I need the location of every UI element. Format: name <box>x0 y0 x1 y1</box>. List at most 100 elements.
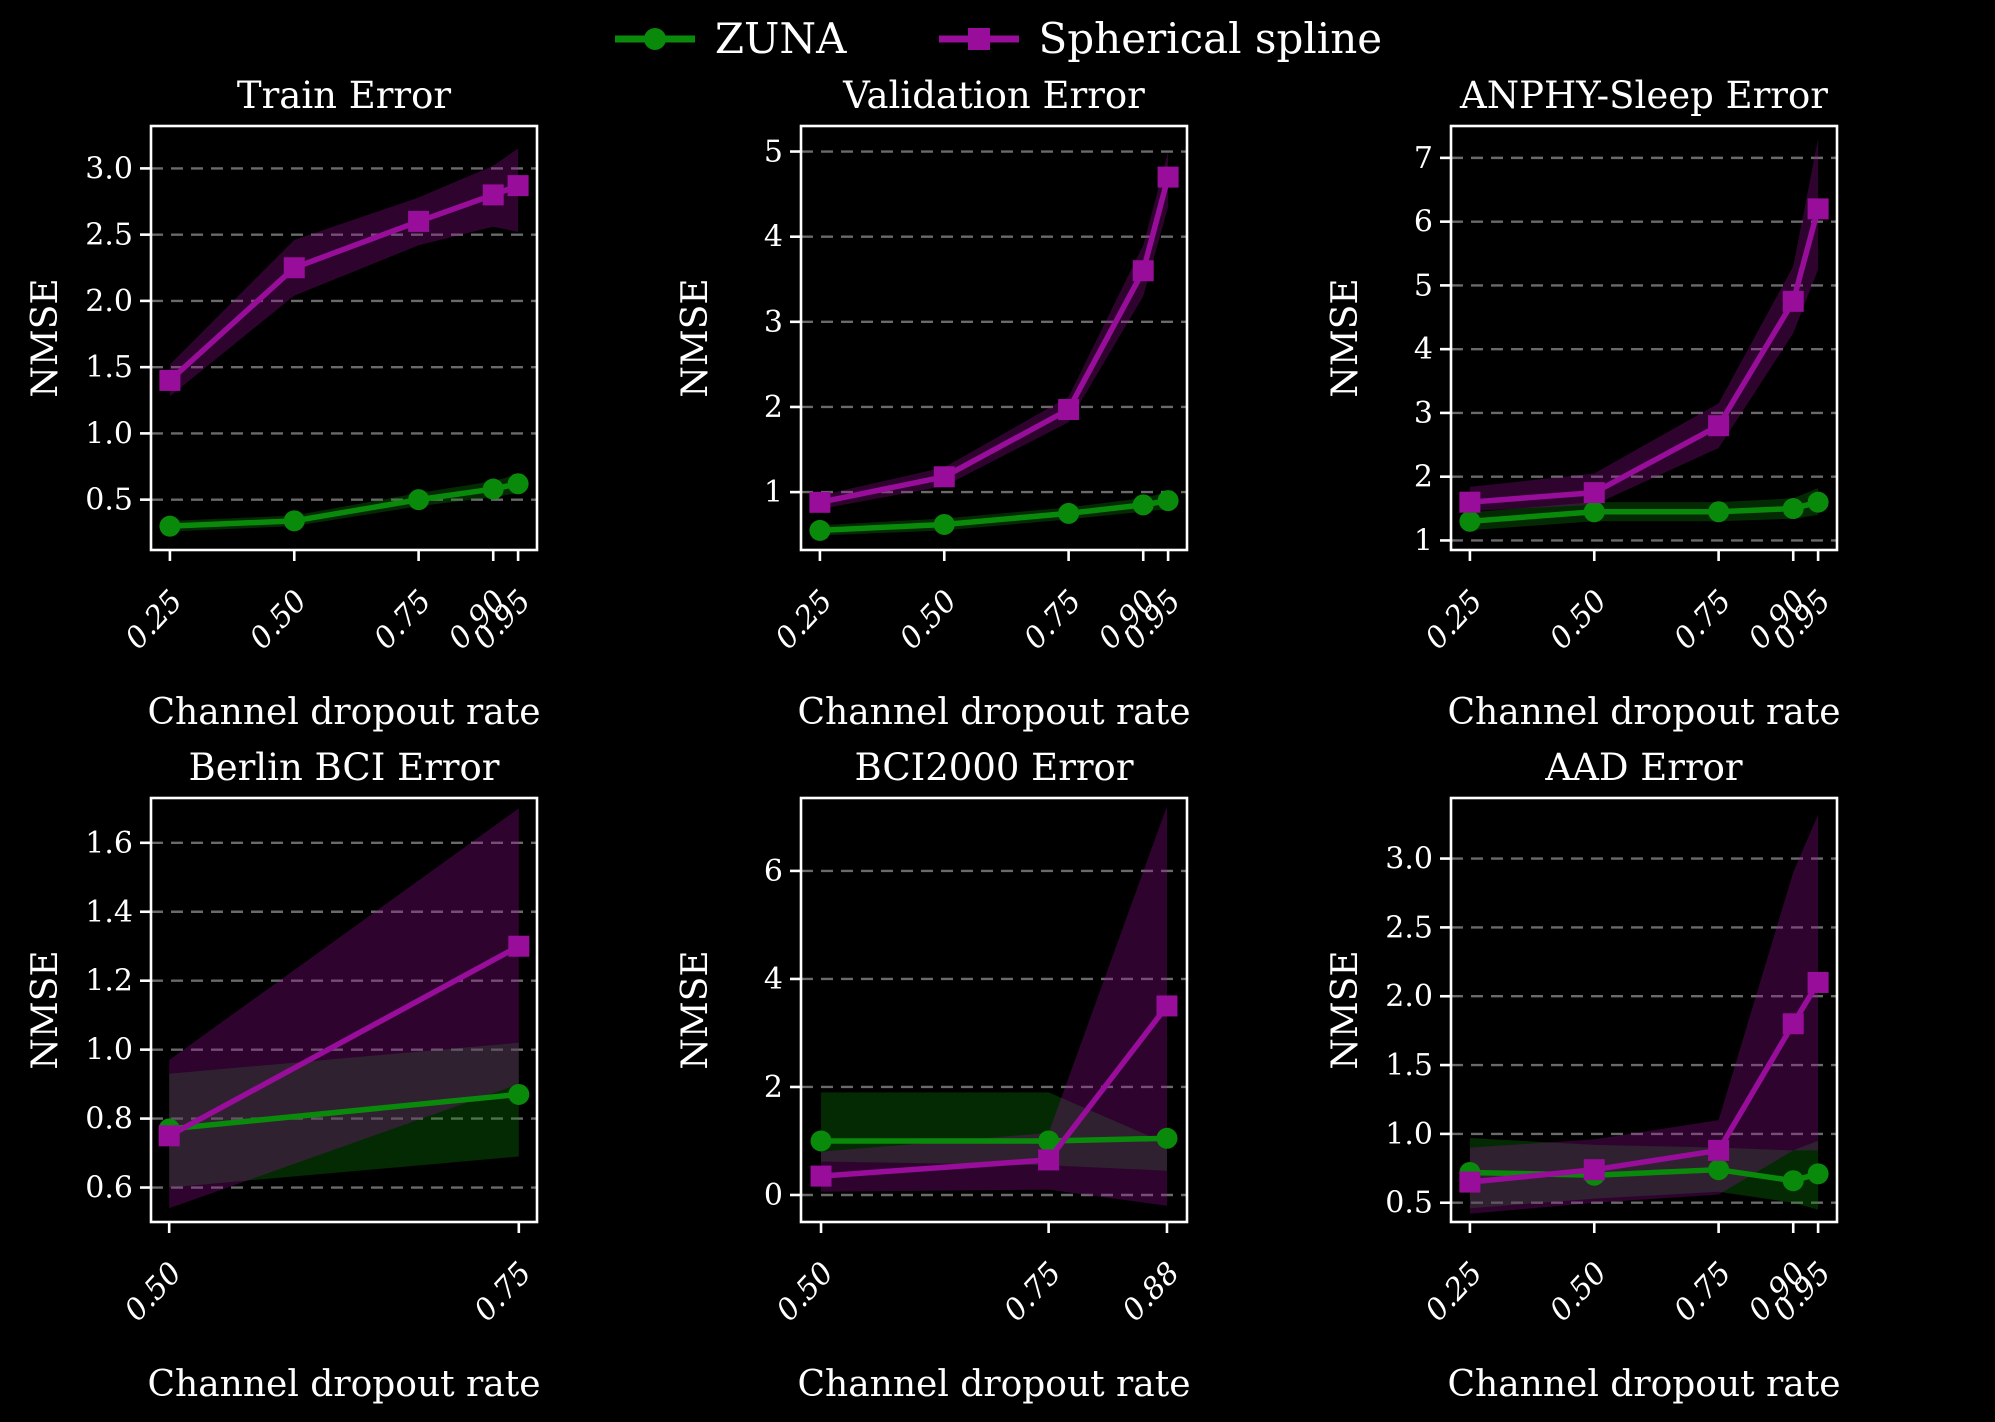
chart-title: BCI2000 Error <box>854 746 1133 789</box>
x-axis-label: Channel dropout rate <box>1447 692 1840 733</box>
chart-cell-anphy-sleep-error: 1 2 3 4 5 6 7 0.25 0.50 0.75 0.90 0.95 ANPHY-Sleep E… <box>1323 74 1973 746</box>
chart-bci2000-error: 0 2 4 6 0.50 0.75 0.88 BCI2000 Error NMSE Channel… <box>675 746 1191 1405</box>
x-tick-label: 0.50 <box>1542 584 1613 657</box>
chart-aad-error: 0.51.01.52.02.53.00.25 0.50 0.75 0.900.95AA… <box>1325 746 1841 1405</box>
plot-area <box>149 124 538 552</box>
x-tick-label: 0.50 <box>117 1256 188 1329</box>
y-tick-label: 0.5 <box>85 483 133 518</box>
y-tick-label: 3.0 <box>85 151 133 186</box>
x-tick-label: 0.25 <box>118 584 189 657</box>
chart-cell-berlin-bci-error: 0.6 0.8 1.0 1.2 1.4 1.6 0.50 0.75 Berlin BCI Err… <box>23 746 673 1418</box>
chart-cell-aad-error: 0.5 1.0 1.5 2.0 2.5 3.0 0.25 0.50 0.75 0.90 0.95 AA… <box>1323 746 1973 1418</box>
confidence-band-spline <box>1469 814 1818 1214</box>
y-tick-label: 3.0 <box>1385 842 1433 877</box>
data-point-square <box>808 491 830 513</box>
data-point-circle <box>808 519 830 541</box>
y-tick-label: 1 <box>763 475 782 510</box>
x-tick-label: 0.25 <box>1418 584 1489 657</box>
data-point-circle <box>1583 501 1605 523</box>
data-point-circle <box>1132 494 1154 516</box>
y-tick-label: 5 <box>1413 268 1432 303</box>
y-tick-label: 0.6 <box>85 1171 133 1206</box>
y-tick-label: 3 <box>1413 396 1432 431</box>
data-point-circle <box>507 473 529 495</box>
data-point-circle <box>1157 490 1179 512</box>
confidence-band-spline <box>1469 138 1818 512</box>
y-tick-label: 2.5 <box>1385 910 1433 945</box>
y-tick-label: 5 <box>763 135 782 170</box>
circle-marker-swatch-icon <box>614 28 695 50</box>
y-tick-label: 1.0 <box>85 1033 133 1068</box>
data-point-square <box>1583 482 1605 504</box>
data-point-circle <box>407 489 429 511</box>
y-tick-label: 2.0 <box>85 284 133 319</box>
y-tick-label: 7 <box>1413 141 1432 176</box>
y-tick-label: 6 <box>1413 205 1432 240</box>
plot-area <box>1449 124 1838 552</box>
series-line-zuna <box>165 1091 522 1132</box>
data-point-square <box>1155 995 1177 1017</box>
chart-title: Train Error <box>236 74 451 117</box>
chart-title: ANPHY-Sleep Error <box>1459 74 1828 117</box>
x-tick-label: 0.75 <box>1667 584 1738 657</box>
y-tick-label: 3 <box>763 305 782 340</box>
data-point-circle <box>810 1130 832 1152</box>
y-tick-label: 0.8 <box>85 1102 133 1137</box>
legend-item-spherical-spline[interactable]: Spherical spline <box>937 18 1382 60</box>
data-point-circle <box>1037 1130 1059 1152</box>
data-point-circle <box>507 1083 529 1105</box>
confidence-band-spline <box>168 808 519 1209</box>
data-point-square <box>158 369 180 391</box>
x-tick-label: 0.50 <box>892 584 963 657</box>
chart-berlin-bci-error: 0.6 0.8 1.0 1.2 1.4 1.6 0.50 0.75 Berlin BCI Err… <box>25 746 541 1405</box>
y-tick-label: 4 <box>763 220 782 255</box>
data-point-square <box>1037 1149 1059 1171</box>
series-line-spline <box>165 943 522 1139</box>
confidence-band-zuna <box>169 474 518 532</box>
data-point-circle <box>1155 1127 1177 1149</box>
x-tick-label: 0.88 <box>1115 1256 1186 1329</box>
y-tick-label: 1 <box>1413 523 1432 558</box>
legend-item-zuna[interactable]: ZUNA <box>613 18 847 60</box>
plot-area <box>799 124 1188 552</box>
data-point-square <box>1157 166 1179 188</box>
y-tick-label: 1.5 <box>1385 1048 1433 1083</box>
data-point-square <box>810 1165 832 1187</box>
charts-grid: 0.5 1.0 1.5 2.0 2.5 3.0 0.25 0.50 0.75 0.90 0.95 Tr… <box>23 74 1973 1418</box>
plot-area <box>799 796 1188 1224</box>
x-tick-label: 0.50 <box>769 1256 840 1329</box>
legend-label: ZUNA <box>714 14 847 63</box>
x-tick-label: 0.50 <box>1542 1256 1613 1329</box>
chart-train-error: 0.51.01.52.02.53.00.25 0.50 0.75 0.900.95Tr… <box>25 74 541 733</box>
data-point-square <box>1782 290 1804 312</box>
data-point-square <box>158 1125 180 1147</box>
data-point-square <box>1707 1139 1729 1161</box>
data-point-square <box>1807 198 1829 220</box>
y-tick-label: 1.0 <box>1385 1117 1433 1152</box>
confidence-band-spline <box>819 151 1168 510</box>
y-tick-label: 2 <box>763 390 782 425</box>
data-point-square <box>1458 1171 1480 1193</box>
chart-title: AAD Error <box>1544 746 1743 789</box>
data-point-circle <box>482 478 504 500</box>
chart-title: Berlin BCI Error <box>188 746 499 789</box>
y-tick-label: 2.5 <box>85 218 133 253</box>
y-tick-label: 0 <box>763 1178 782 1213</box>
x-axis-label: Channel dropout rate <box>797 1364 1190 1405</box>
y-tick-label: 4 <box>1413 332 1432 367</box>
data-point-circle <box>158 515 180 537</box>
data-point-circle <box>1807 1163 1829 1185</box>
data-point-square <box>1057 399 1079 421</box>
data-point-circle <box>1707 1159 1729 1181</box>
x-tick-label: 0.75 <box>367 584 438 657</box>
data-point-square <box>1707 415 1729 437</box>
y-tick-label: 1.6 <box>85 826 133 861</box>
y-tick-label: 2 <box>1413 460 1432 495</box>
x-tick-label: 0.75 <box>997 1256 1068 1329</box>
y-tick-label: 6 <box>763 854 782 889</box>
chart-cell-validation-error: 1 2 3 4 5 0.25 0.50 0.75 0.90 0.95 Validation Erro… <box>673 74 1323 746</box>
y-tick-label: 1.5 <box>85 350 133 385</box>
y-axis-label: NMSE <box>25 950 66 1069</box>
y-tick-label: 1.0 <box>85 416 133 451</box>
